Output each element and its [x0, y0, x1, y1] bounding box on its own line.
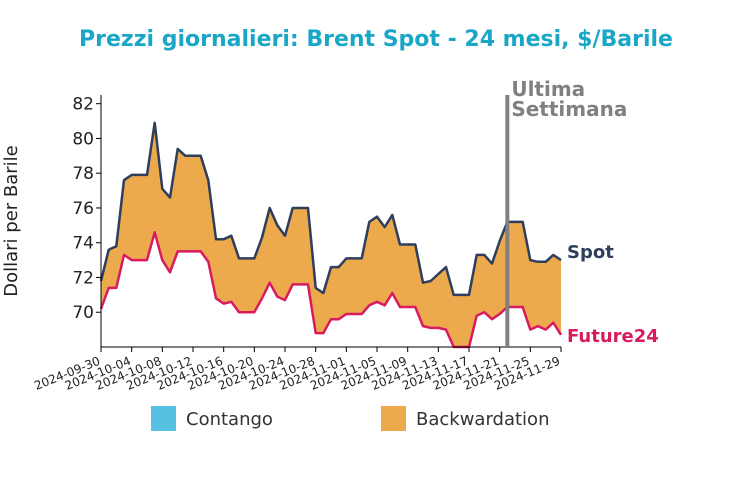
legend-swatch-contango	[151, 406, 176, 431]
y-tick-label: 72	[72, 268, 94, 288]
plot-area: 707274767880822024-09-302024-10-042024-1…	[32, 77, 659, 393]
chart-title: Prezzi giornalieri: Brent Spot - 24 mesi…	[79, 27, 673, 52]
legend-swatch-backwardation	[381, 406, 406, 431]
series-line-spot	[99, 121, 562, 297]
y-tick-label: 76	[72, 199, 94, 219]
y-tick-label: 80	[72, 129, 94, 149]
legend-label-contango: Contango	[186, 409, 273, 430]
series-label-spot: Spot	[567, 242, 614, 263]
y-tick-label: 82	[72, 95, 94, 115]
y-tick-label: 70	[72, 303, 94, 323]
y-axis-label: Dollari per Barile	[1, 145, 22, 297]
y-tick-label: 74	[72, 234, 94, 254]
legend: Contango Backwardation	[151, 406, 549, 431]
y-tick-label: 78	[72, 164, 94, 184]
series-label-future24: Future24	[567, 326, 659, 347]
series-line-future24	[99, 231, 563, 349]
legend-label-backwardation: Backwardation	[416, 409, 549, 430]
backwardation-fill	[101, 122, 561, 347]
last-week-annotation: Ultima Settimana	[511, 77, 627, 121]
